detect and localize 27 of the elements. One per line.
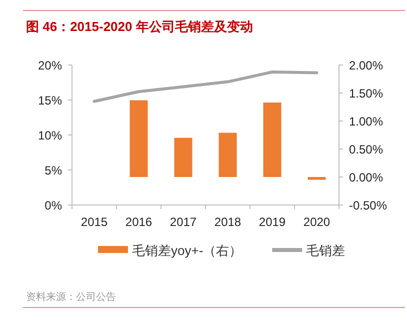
y-tick-label: 5% (44, 164, 62, 178)
bar (130, 100, 148, 177)
line-series (92, 70, 318, 103)
y-tick-label: 20% (38, 58, 62, 72)
y2-tick-label: -0.50% (349, 198, 388, 212)
y-tick-label: 15% (38, 94, 62, 108)
y-tick-label: 10% (38, 128, 62, 142)
x-tick-label: 2018 (214, 215, 242, 229)
y2-tick-label: 0.50% (349, 142, 384, 156)
y-tick-label: 0% (44, 198, 62, 212)
bar (308, 177, 326, 180)
text: 资料来源：公司公告 (26, 291, 116, 303)
x-tick-label: 2016 (125, 215, 152, 229)
bar (263, 102, 282, 177)
x-tick-label: 2019 (258, 215, 286, 229)
chart-title: 图 46：2015-2020 年公司毛销差及变动 (26, 19, 253, 34)
y2-tick-label: 1.00% (349, 114, 384, 128)
x-tick-label: 2017 (170, 215, 197, 229)
legend-label: 毛销差yoy+-（右） (132, 243, 242, 258)
y2-tick-label: 2.00% (349, 58, 384, 72)
legend-label: 毛销差 (306, 243, 346, 258)
x-tick-label: 2020 (303, 215, 330, 229)
y2-tick-label: 0.00% (349, 170, 384, 184)
y2-tick-label: 1.50% (349, 86, 384, 100)
bar (218, 132, 237, 177)
bar (174, 138, 192, 177)
x-tick-label: 2015 (80, 215, 108, 229)
